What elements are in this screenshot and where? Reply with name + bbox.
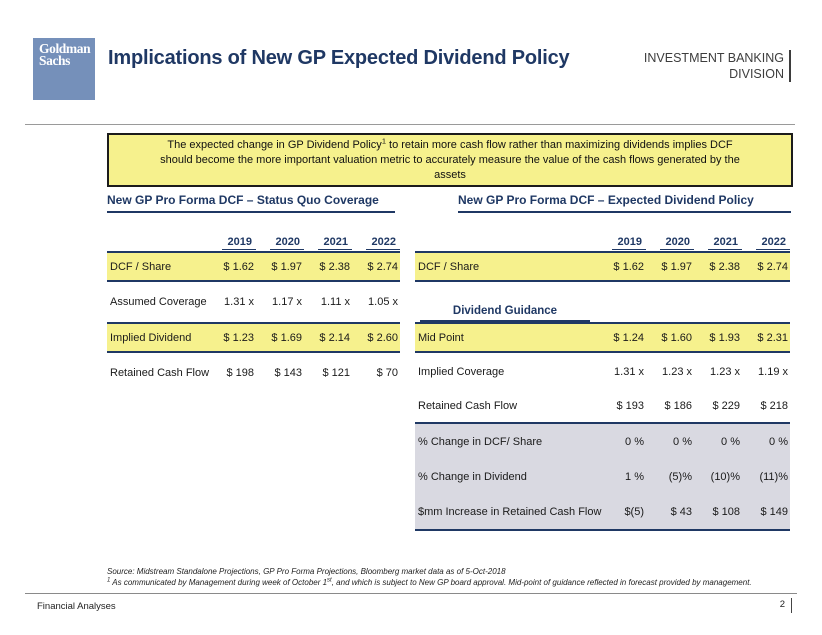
dividend-guidance-header: Dividend Guidance [420,305,590,322]
table-row: $mm Increase in Retained Cash Flow $(5) … [418,505,788,518]
right-section-title: New GP Pro Forma DCF – Expected Dividend… [458,193,791,213]
change-summary-section: % Change in DCF/ Share 0 % 0 % 0 % 0 % %… [415,422,790,531]
right-table-year-header: 2019 2020 2021 2022 [415,232,790,251]
division-line2: DIVISION [729,67,784,81]
table-row: Implied Dividend $ 1.23 $ 1.69 $ 2.14 $ … [107,322,400,353]
left-table-year-header: 2019 2020 2021 2022 [107,232,400,251]
footnote-1: 1 As communicated by Management during w… [107,577,752,587]
table-row: Assumed Coverage 1.31 x 1.17 x 1.11 x 1.… [110,296,398,308]
source-note: Source: Midstream Standalone Projections… [107,567,506,576]
table-row: % Change in DCF/ Share 0 % 0 % 0 % 0 % [418,435,788,448]
year-header: 2020 [256,236,304,250]
header-divider [25,124,795,125]
year-header: 2021 [694,236,742,250]
page-number: 2 [780,598,792,613]
key-message-banner: The expected change in GP Dividend Polic… [107,133,793,187]
table-row: Retained Cash Flow $ 198 $ 143 $ 121 $ 7… [110,367,398,379]
table-row: % Change in Dividend 1 % (5)% (10)% (11)… [418,470,788,483]
footnotes: Source: Midstream Standalone Projections… [107,566,787,588]
year-header: 2019 [208,236,256,250]
banner-line1: The expected change in GP Dividend Polic… [167,135,733,151]
table-row: DCF / Share $ 1.62 $ 1.97 $ 2.38 $ 2.74 [415,251,790,282]
footer-section-label: Financial Analyses [37,601,116,612]
expected-dividend-table: 2019 2020 2021 2022 DCF / Share $ 1.62 $… [415,232,790,531]
footnote-ref-1: 1 [381,135,386,145]
logo-text-line1: Goldman [39,41,91,56]
dividend-guidance-section: Dividend Guidance [415,282,790,322]
table-row: Retained Cash Flow $ 193 $ 186 $ 229 $ 2… [418,400,788,412]
year-header: 2022 [742,236,790,250]
year-header: 2019 [598,236,646,250]
year-header: 2020 [646,236,694,250]
year-header: 2021 [304,236,352,250]
table-row: DCF / Share $ 1.62 $ 1.97 $ 2.38 $ 2.74 [107,251,400,282]
goldman-sachs-logo: Goldman Sachs [33,38,95,100]
table-row: Mid Point $ 1.24 $ 1.60 $ 1.93 $ 2.31 [415,322,790,353]
year-header: 2022 [352,236,400,250]
division-label: INVESTMENT BANKING DIVISION [644,50,791,82]
banner-line2: should become the more important valuati… [160,153,740,166]
table-row: Implied Coverage 1.31 x 1.23 x 1.23 x 1.… [418,365,788,378]
banner-line3: assets [434,168,466,181]
logo-text-line2: Sachs [39,53,71,68]
slide-title: Implications of New GP Expected Dividend… [108,47,570,69]
footer-divider [25,593,797,594]
division-line1: INVESTMENT BANKING [643,51,784,65]
left-section-title: New GP Pro Forma DCF – Status Quo Covera… [107,193,395,213]
status-quo-table: 2019 2020 2021 2022 DCF / Share $ 1.62 $… [107,232,400,393]
